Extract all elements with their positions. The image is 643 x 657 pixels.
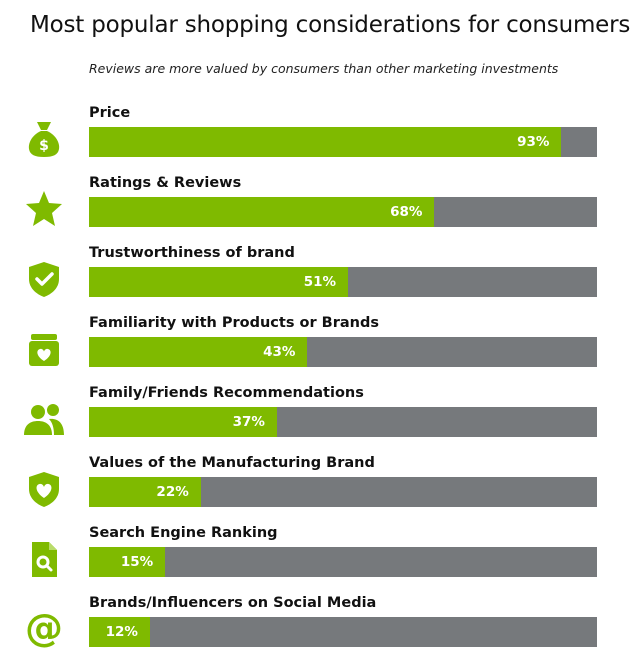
bar-row-brands-influencers-on-social-media: @ Brands/Influencers on Social Media 12%: [0, 595, 643, 657]
bar: 15%: [89, 547, 166, 577]
bar-row-values-of-the-manufacturing-brand: Values of the Manufacturing Brand 22%: [0, 455, 643, 517]
svg-text:@: @: [25, 607, 63, 650]
people-icon: [22, 397, 66, 441]
bar-track: 12%: [89, 617, 597, 647]
bar-track: 51%: [89, 267, 597, 297]
bar-row-familiarity-with-products-or-brands: Familiarity with Products or Brands 43%: [0, 315, 643, 377]
data-label: 43%: [263, 344, 296, 360]
data-label: 22%: [156, 484, 189, 500]
category-label: Familiarity with Products or Brands: [89, 315, 379, 331]
category-label: Ratings & Reviews: [89, 175, 242, 191]
chart-title: Most popular shopping considerations for…: [30, 12, 631, 38]
document-search-icon: [22, 537, 66, 581]
bar-row-search-engine-ranking: Search Engine Ranking 15%: [0, 525, 643, 587]
category-label: Values of the Manufacturing Brand: [89, 455, 375, 471]
bar-row-family-friends-recommendations: Family/Friends Recommendations 37%: [0, 385, 643, 447]
shield-check-icon: [22, 257, 66, 301]
bar: 22%: [89, 477, 201, 507]
star-icon: [22, 187, 66, 231]
bar: 51%: [89, 267, 349, 297]
bar: 68%: [89, 197, 435, 227]
chart-subtitle: Reviews are more valued by consumers tha…: [89, 61, 559, 76]
bar-track: 22%: [89, 477, 597, 507]
bar: 43%: [89, 337, 308, 367]
bar-track: 68%: [89, 197, 597, 227]
data-label: 51%: [303, 274, 337, 290]
bar-track: 15%: [89, 547, 597, 577]
gift-box-heart-icon: [22, 327, 66, 371]
data-label: 15%: [120, 554, 154, 570]
data-label: 68%: [390, 204, 423, 220]
svg-text:$: $: [39, 138, 49, 154]
bar-track: 93%: [89, 127, 597, 157]
data-label: 93%: [517, 134, 550, 150]
bar: 12%: [89, 617, 150, 647]
data-label: 37%: [232, 414, 265, 430]
category-label: Family/Friends Recommendations: [89, 385, 364, 401]
category-label: Price: [89, 105, 131, 121]
shield-heart-icon: [22, 467, 66, 511]
bar-track: 43%: [89, 337, 597, 367]
bar-row-trustworthiness-of-brand: Trustworthiness of brand 51%: [0, 245, 643, 307]
category-label: Brands/Influencers on Social Media: [89, 595, 377, 611]
category-label: Search Engine Ranking: [89, 525, 278, 541]
bar-track: 37%: [89, 407, 597, 437]
data-label: 12%: [105, 624, 138, 640]
money-bag-icon: $: [22, 117, 66, 161]
bar-row-price: $ Price 93%: [0, 105, 643, 167]
at-sign-icon: @: [22, 606, 66, 651]
bar-row-ratings-reviews: Ratings & Reviews 68%: [0, 175, 643, 237]
bar: 37%: [89, 407, 277, 437]
bar: 93%: [89, 127, 562, 157]
category-label: Trustworthiness of brand: [89, 245, 295, 261]
